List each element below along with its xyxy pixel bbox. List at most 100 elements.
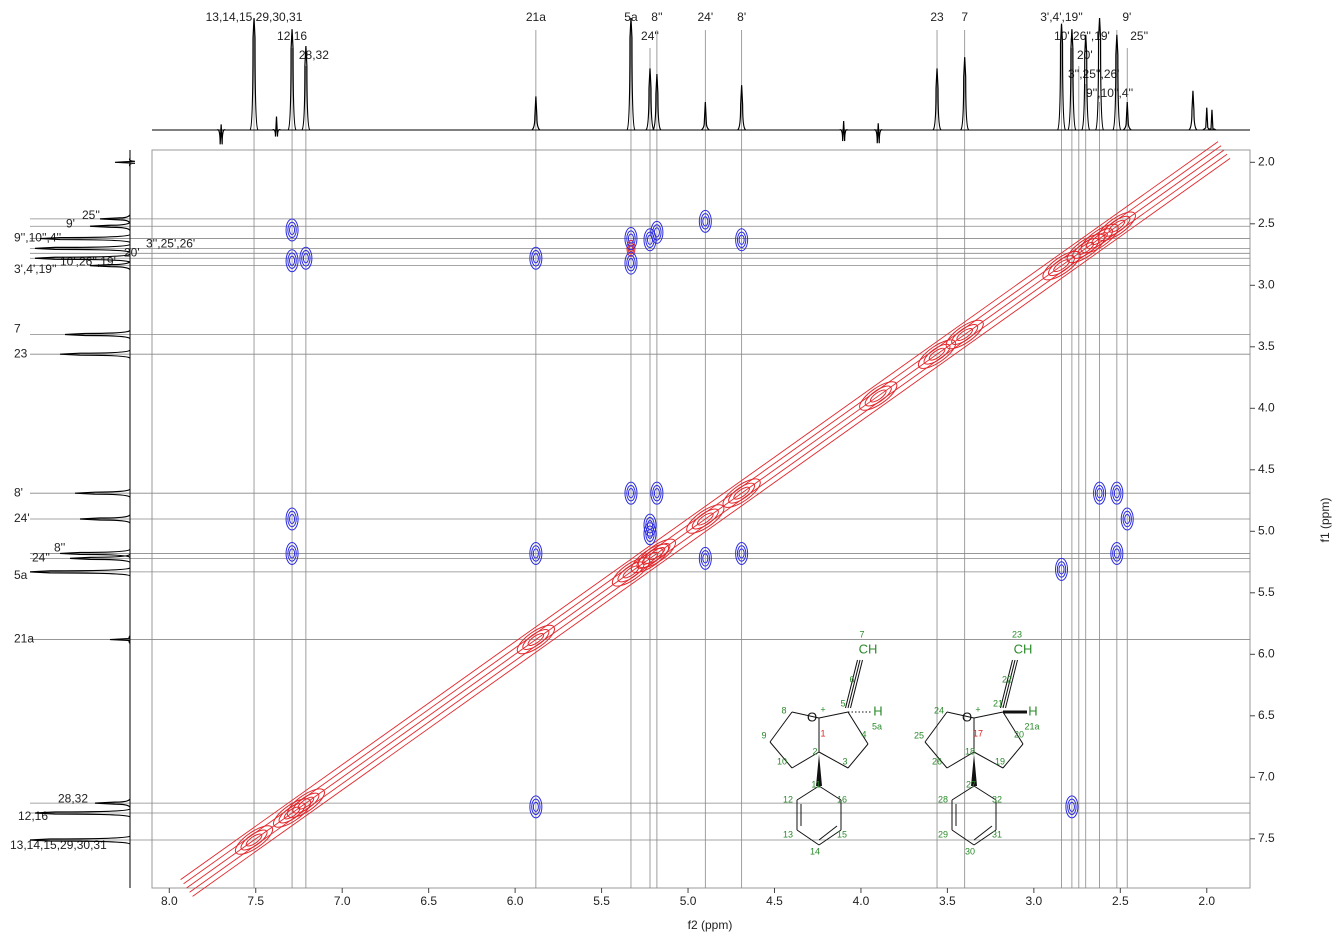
contour-ring bbox=[630, 543, 670, 574]
contour-ring bbox=[1103, 215, 1131, 237]
diagonal-peak bbox=[286, 788, 325, 818]
annotation-label: 9' bbox=[66, 216, 75, 230]
f1-projection-peak bbox=[59, 349, 131, 359]
contour-ring bbox=[956, 328, 974, 341]
diagonal-peak bbox=[611, 557, 651, 587]
triple-bond bbox=[847, 659, 861, 709]
bond bbox=[847, 711, 869, 745]
f2-projection-peak bbox=[1202, 107, 1212, 131]
bond bbox=[769, 741, 793, 769]
contour-ring bbox=[653, 488, 660, 499]
diagonal-peak bbox=[917, 339, 957, 369]
negative-peak bbox=[1093, 481, 1107, 505]
contour-ring bbox=[951, 324, 979, 345]
contour-ring bbox=[1096, 488, 1103, 499]
contour-ring bbox=[643, 542, 671, 564]
negative-peak bbox=[299, 246, 313, 270]
bond bbox=[924, 711, 948, 743]
structure-label: + bbox=[975, 704, 980, 714]
bond bbox=[769, 711, 793, 743]
structure-label: 21a bbox=[1024, 721, 1039, 731]
annotation-label: 28,32 bbox=[58, 791, 88, 805]
bond bbox=[973, 785, 997, 801]
structure-label: CH bbox=[859, 641, 878, 656]
diagonal-ridge bbox=[186, 149, 1225, 889]
contour-ring bbox=[691, 508, 719, 530]
contour-ring bbox=[643, 513, 657, 537]
structure-label: 9 bbox=[761, 730, 766, 740]
y-tick-label: 3.0 bbox=[1258, 277, 1275, 291]
contour-ring bbox=[624, 251, 638, 275]
structure-label: 31 bbox=[992, 829, 1002, 839]
bond bbox=[791, 751, 820, 769]
contour-ring bbox=[1065, 795, 1079, 819]
f2-projection-peak bbox=[249, 17, 259, 131]
x-tick-label: 5.0 bbox=[680, 894, 697, 908]
f2-projection-peak bbox=[531, 96, 541, 131]
structure-label: O bbox=[962, 709, 972, 724]
contour-ring bbox=[1067, 798, 1077, 816]
contour-ring bbox=[302, 253, 309, 264]
contour-ring bbox=[1048, 255, 1076, 277]
f1-projection-peak bbox=[34, 808, 131, 818]
structure-label: 26 bbox=[932, 756, 942, 766]
contour-ring bbox=[624, 227, 638, 251]
x-tick-label: 2.0 bbox=[1198, 894, 1215, 908]
negative-peak bbox=[698, 546, 712, 570]
contour-ring bbox=[643, 522, 657, 546]
f2-projection-peak bbox=[1095, 17, 1105, 131]
f1-projection-peak bbox=[114, 157, 136, 167]
annotation-label: 9'',10'',4'' bbox=[1086, 86, 1133, 100]
contour-ring bbox=[648, 546, 666, 560]
annotation-label: 20' bbox=[124, 245, 140, 259]
contour-ring bbox=[1108, 219, 1126, 233]
structure-label: 7 bbox=[859, 629, 864, 639]
contour-ring bbox=[531, 250, 541, 267]
wedge-bond bbox=[971, 754, 977, 786]
contour-ring bbox=[1066, 233, 1105, 264]
x-tick-label: 4.0 bbox=[853, 894, 870, 908]
f2-projection-peak bbox=[1081, 34, 1091, 131]
f2-projection-peak bbox=[1207, 109, 1217, 131]
contour-ring bbox=[1097, 211, 1136, 241]
bond bbox=[973, 751, 1004, 769]
contour-ring bbox=[516, 624, 555, 655]
contour-ring bbox=[624, 481, 638, 505]
structure-label: 15 bbox=[837, 829, 847, 839]
contour-ring bbox=[1086, 228, 1114, 250]
contour-ring bbox=[626, 254, 636, 272]
negative-peak bbox=[650, 220, 664, 244]
contour-ring bbox=[289, 224, 296, 236]
diagonal-peak bbox=[945, 319, 984, 350]
bond bbox=[818, 711, 849, 719]
annotation-label: 5a bbox=[624, 10, 638, 24]
contour-ring bbox=[645, 231, 655, 248]
contour-ring bbox=[285, 218, 299, 242]
negative-peak bbox=[1110, 481, 1124, 505]
structure-label: 17 bbox=[973, 728, 983, 738]
contour-ring bbox=[234, 825, 274, 855]
f2-projection-peak bbox=[960, 57, 970, 131]
contour-ring bbox=[864, 385, 892, 407]
contour-ring bbox=[529, 246, 543, 270]
contour-ring bbox=[285, 541, 299, 565]
contour-ring bbox=[1112, 484, 1122, 502]
contour-ring bbox=[641, 551, 659, 565]
diagonal-peak bbox=[686, 504, 725, 534]
f1-projection-peak bbox=[69, 553, 131, 563]
f1-projection-peak bbox=[99, 214, 131, 224]
structure-label: 22 bbox=[1002, 674, 1012, 684]
negative-peak bbox=[1120, 507, 1134, 531]
contour-ring bbox=[945, 319, 984, 350]
double-bond bbox=[973, 825, 993, 841]
structure-label: 5 bbox=[840, 698, 845, 708]
annotation-label: 3'',25',26' bbox=[146, 237, 195, 251]
contour-ring bbox=[700, 213, 711, 230]
contour-ring bbox=[529, 541, 543, 565]
bond bbox=[791, 711, 820, 719]
diagonal-peak bbox=[516, 624, 555, 655]
contour-ring bbox=[532, 548, 539, 559]
contour-ring bbox=[1093, 481, 1107, 505]
contour-ring bbox=[1091, 232, 1108, 246]
